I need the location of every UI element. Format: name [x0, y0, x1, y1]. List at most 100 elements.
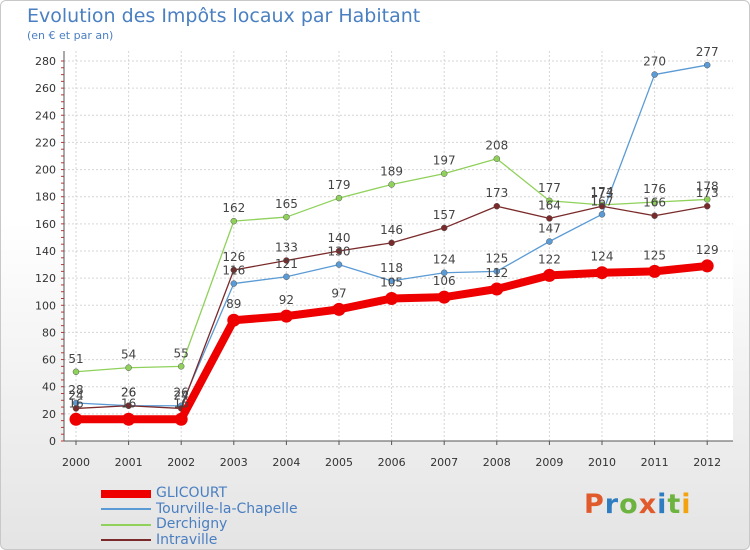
data-label: 16 — [121, 396, 136, 410]
legend-label: GLICOURT — [156, 485, 228, 502]
series-point-3 — [335, 247, 343, 255]
y-tick-label: 60 — [42, 354, 56, 367]
y-tick-label: 260 — [35, 82, 56, 95]
data-label: 112 — [485, 266, 508, 280]
data-label: 167 — [591, 194, 614, 208]
legend-swatch — [101, 489, 151, 498]
data-label: 174 — [591, 185, 614, 199]
y-tick-label: 160 — [35, 218, 56, 231]
series-point-1 — [440, 269, 448, 276]
series-point-3 — [230, 266, 238, 274]
series-point-3 — [546, 215, 553, 222]
data-label: 124 — [591, 250, 614, 264]
data-label: 125 — [485, 251, 508, 265]
x-tick-label: 2008 — [483, 456, 511, 469]
series-point-2 — [125, 364, 132, 371]
x-tick-label: 2000 — [62, 456, 90, 469]
series-point-0 — [700, 259, 714, 273]
x-tick-label: 2001 — [115, 456, 143, 469]
y-tick-label: 20 — [42, 408, 56, 421]
series-point-3 — [651, 212, 658, 219]
data-label: 51 — [68, 352, 83, 366]
series-point-0 — [437, 290, 451, 304]
legend-item: Derchigny — [101, 517, 298, 533]
data-label: 125 — [643, 248, 666, 262]
data-label: 126 — [222, 250, 245, 264]
series-point-0 — [69, 412, 83, 426]
data-label: 97 — [331, 286, 346, 300]
chart-subtitle: (en € et par an) — [27, 29, 114, 42]
series-point-3 — [72, 405, 80, 412]
y-tick-label: 0 — [49, 435, 56, 448]
data-label: 164 — [538, 198, 561, 212]
logo-letter: t — [667, 489, 682, 520]
data-label: 55 — [174, 346, 189, 360]
y-tick-label: 140 — [35, 245, 56, 258]
data-label: 16 — [174, 396, 189, 410]
series-point-3 — [703, 202, 711, 210]
data-label: 133 — [275, 241, 298, 255]
data-label: 26 — [121, 386, 136, 400]
x-tick-label: 2006 — [378, 456, 406, 469]
data-label: 176 — [643, 182, 666, 196]
y-tick-label: 280 — [35, 55, 56, 68]
series-point-2 — [72, 368, 80, 376]
data-label: 270 — [643, 55, 666, 69]
series-point-3 — [598, 202, 606, 210]
chart-title: Evolution des Impôts locaux par Habitant — [27, 5, 421, 27]
data-label: 16 — [68, 396, 83, 410]
x-tick-label: 2009 — [535, 456, 563, 469]
grid-layer — [64, 51, 733, 442]
logo-letter: i — [657, 489, 668, 520]
series-point-1 — [546, 238, 553, 245]
x-tick-label: 2005 — [325, 456, 353, 469]
series-point-1 — [283, 273, 290, 281]
data-label: 165 — [275, 197, 298, 211]
x-tick-label: 2010 — [588, 456, 616, 469]
legend-label: Intraville — [156, 531, 218, 548]
series-point-2 — [703, 196, 711, 203]
logo-letter: x — [638, 489, 658, 520]
series-point-1 — [388, 277, 395, 285]
series-point-0 — [648, 264, 662, 278]
y-tick-label: 120 — [35, 272, 56, 285]
y-tick-label: 40 — [42, 381, 56, 394]
series-point-3 — [283, 257, 290, 264]
series-point-2 — [177, 363, 185, 370]
legend-swatch — [101, 508, 151, 511]
proxiti-logo: Proxiti — [584, 489, 692, 520]
x-tick-label: 2012 — [693, 456, 721, 469]
series-layer — [69, 61, 714, 426]
x-tick-label: 2004 — [272, 456, 300, 469]
series-point-3 — [125, 402, 132, 409]
logo-letter: i — [681, 489, 692, 520]
data-label-layer: 16 16 16 89 92 97 105 106 112 122 124 125 129 28 26 26 1… — [68, 45, 718, 410]
x-tick-label: 2003 — [220, 456, 248, 469]
data-label: 130 — [328, 245, 351, 259]
legend-item: Intraville — [101, 531, 298, 549]
data-label: 26 — [174, 386, 189, 400]
logo-letter: P — [584, 489, 605, 520]
y-tick-label: 100 — [35, 299, 56, 312]
series-point-0 — [174, 412, 188, 426]
data-label: 277 — [696, 45, 719, 59]
series-point-1 — [703, 61, 711, 69]
series-point-1 — [493, 268, 501, 275]
series-point-2 — [546, 197, 553, 205]
series-point-2 — [493, 155, 501, 162]
data-label: 24 — [174, 388, 189, 402]
series-point-0 — [385, 292, 399, 305]
data-label: 124 — [433, 253, 456, 267]
data-label: 162 — [222, 201, 245, 215]
data-label: 121 — [275, 257, 298, 271]
series-point-0 — [227, 313, 241, 327]
data-label: 208 — [485, 139, 508, 153]
data-label: 129 — [696, 243, 719, 257]
plot-background — [64, 51, 733, 441]
series-point-0 — [332, 302, 346, 316]
series-point-1 — [651, 71, 658, 78]
series-point-1 — [230, 280, 238, 287]
legend-swatch — [101, 523, 151, 526]
series-point-1 — [598, 211, 606, 218]
legend-label: Derchigny — [156, 516, 228, 533]
